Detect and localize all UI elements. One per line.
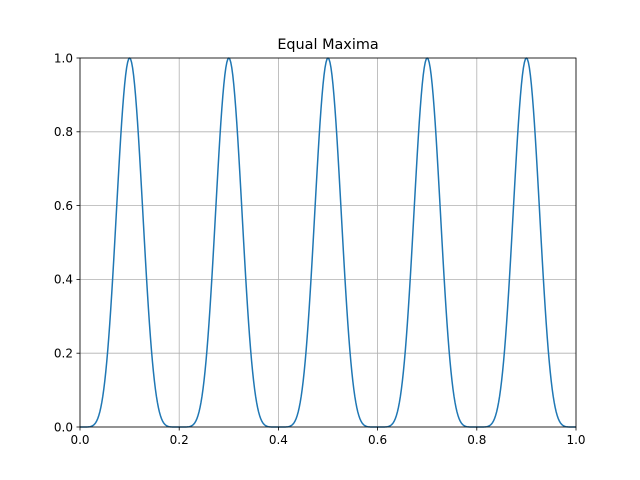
y-tick-label-3: 0.6 <box>54 199 73 213</box>
grid <box>79 57 577 428</box>
x-tick-label-0: 0.0 <box>70 433 89 447</box>
axes-spines <box>79 57 577 428</box>
x-tick-label-1: 0.2 <box>170 433 189 447</box>
x-tick-label-3: 0.6 <box>368 433 387 447</box>
y-tick-label-2: 0.4 <box>54 273 73 287</box>
y-tick-label-0: 0.0 <box>54 420 73 434</box>
y-tick-label-5: 1.0 <box>54 51 73 65</box>
chart-title: Equal Maxima <box>277 37 378 53</box>
y-axis: 0.0 0.2 0.4 0.6 0.8 1.0 <box>54 51 80 434</box>
x-tick-label-5: 1.0 <box>566 433 585 447</box>
x-tick-label-4: 0.8 <box>467 433 486 447</box>
y-tick-label-1: 0.2 <box>54 347 73 361</box>
axes-frame <box>79 57 577 428</box>
x-axis: 0.0 0.2 0.4 0.6 0.8 1.0 <box>70 427 586 447</box>
x-tick-label-2: 0.4 <box>269 433 288 447</box>
y-tick-label-4: 0.8 <box>54 125 73 139</box>
plot-area <box>80 58 576 427</box>
